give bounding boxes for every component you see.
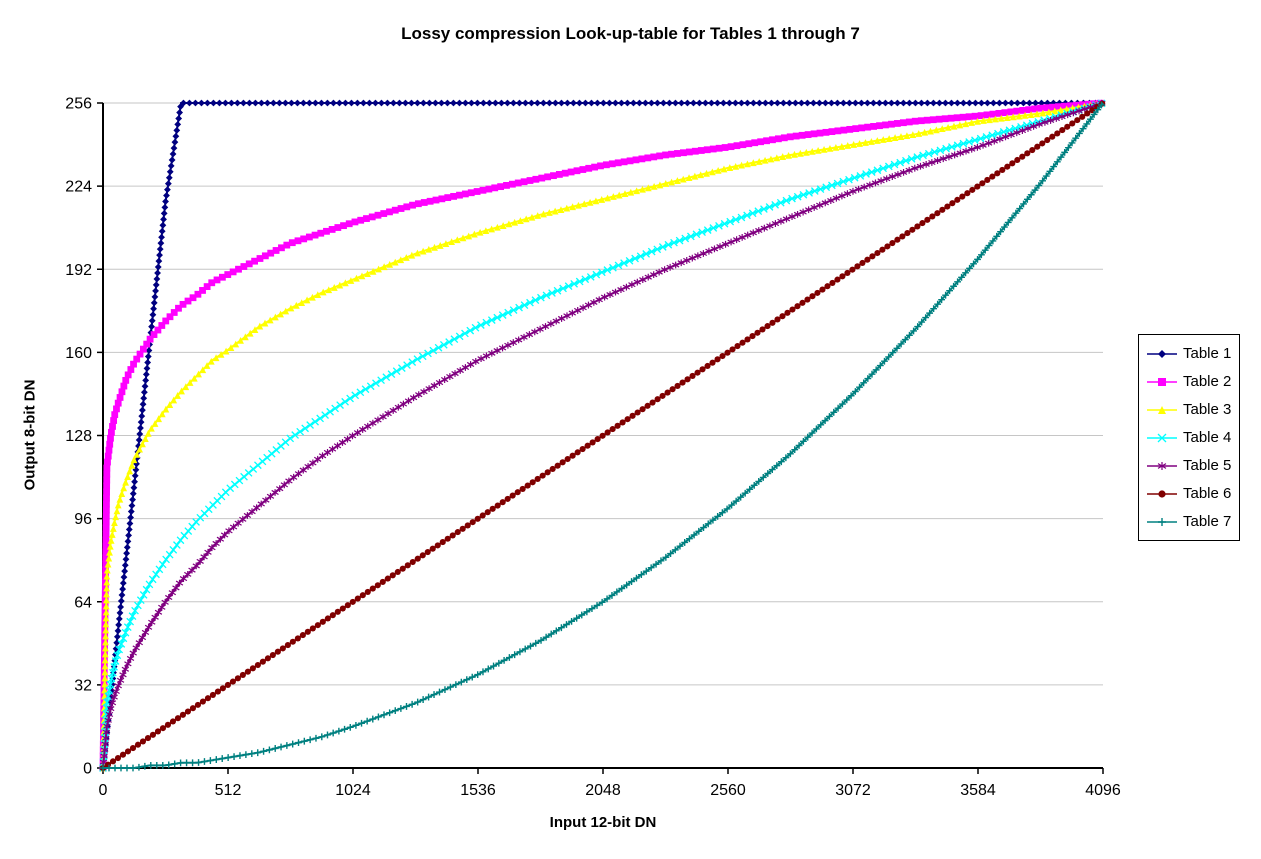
triangle-marker-icon <box>1147 405 1177 414</box>
legend: Table 1 Table 2 Table 3 Table 4 Table 5 Table… <box>1138 334 1241 541</box>
legend-label: Table 5 <box>1183 457 1232 474</box>
legend-label: Table 7 <box>1183 513 1232 530</box>
legend-item-table-6: Table 6 <box>1147 483 1231 504</box>
x-tick-label: 0 <box>99 782 108 799</box>
y-tick-label: 0 <box>83 761 92 778</box>
series-table-7 <box>99 101 1105 772</box>
legend-item-table-1: Table 1 <box>1147 343 1231 364</box>
star-marker-icon <box>1147 461 1177 470</box>
x-tick-label: 2560 <box>710 782 746 799</box>
legend-label: Table 6 <box>1183 485 1232 502</box>
circle-marker-icon <box>1147 489 1177 498</box>
y-tick-label: 224 <box>65 179 92 196</box>
x-tick-label: 1024 <box>335 782 371 799</box>
series-table-1 <box>99 99 1105 772</box>
y-tick-label: 96 <box>74 511 92 528</box>
legend-label: Table 4 <box>1183 429 1232 446</box>
legend-item-table-4: Table 4 <box>1147 427 1231 448</box>
plus-marker-icon <box>1147 517 1177 526</box>
y-gridlines <box>103 102 1103 686</box>
y-axis-label: Output 8-bit DN <box>21 379 39 491</box>
x-tick-label: 1536 <box>460 782 496 799</box>
y-tick-label: 256 <box>65 96 92 113</box>
legend-label: Table 2 <box>1183 373 1232 390</box>
x-tick-label: 3072 <box>835 782 871 799</box>
x-tick-labels: 0 512 1024 1536 2048 2560 3072 3584 4096 <box>99 782 1121 799</box>
x-tick-label: 512 <box>215 782 242 799</box>
x-tick-label: 3584 <box>960 782 996 799</box>
y-tick-label: 32 <box>74 677 92 694</box>
x-marker-icon <box>1147 433 1177 442</box>
legend-label: Table 1 <box>1183 345 1232 362</box>
y-tick-label: 64 <box>74 594 92 611</box>
y-tick-label: 192 <box>65 262 92 279</box>
x-axis-label: Input 12-bit DN <box>549 814 657 831</box>
square-marker-icon <box>1147 377 1177 386</box>
y-tick-labels: 0 32 64 96 128 160 192 224 256 <box>65 96 92 778</box>
legend-item-table-3: Table 3 <box>1147 399 1231 420</box>
x-tick-label: 4096 <box>1085 782 1121 799</box>
diamond-marker-icon <box>1147 349 1177 358</box>
chart-title: Lossy compression Look-up-table for Tabl… <box>401 24 860 43</box>
series-table-5 <box>99 99 1106 772</box>
legend-item-table-5: Table 5 <box>1147 455 1231 476</box>
legend-item-table-2: Table 2 <box>1147 371 1231 392</box>
y-tick-label: 128 <box>65 428 92 445</box>
x-tick-label: 2048 <box>585 782 621 799</box>
legend-label: Table 3 <box>1183 401 1232 418</box>
y-tick-label: 160 <box>65 345 92 362</box>
legend-item-table-7: Table 7 <box>1147 511 1231 532</box>
